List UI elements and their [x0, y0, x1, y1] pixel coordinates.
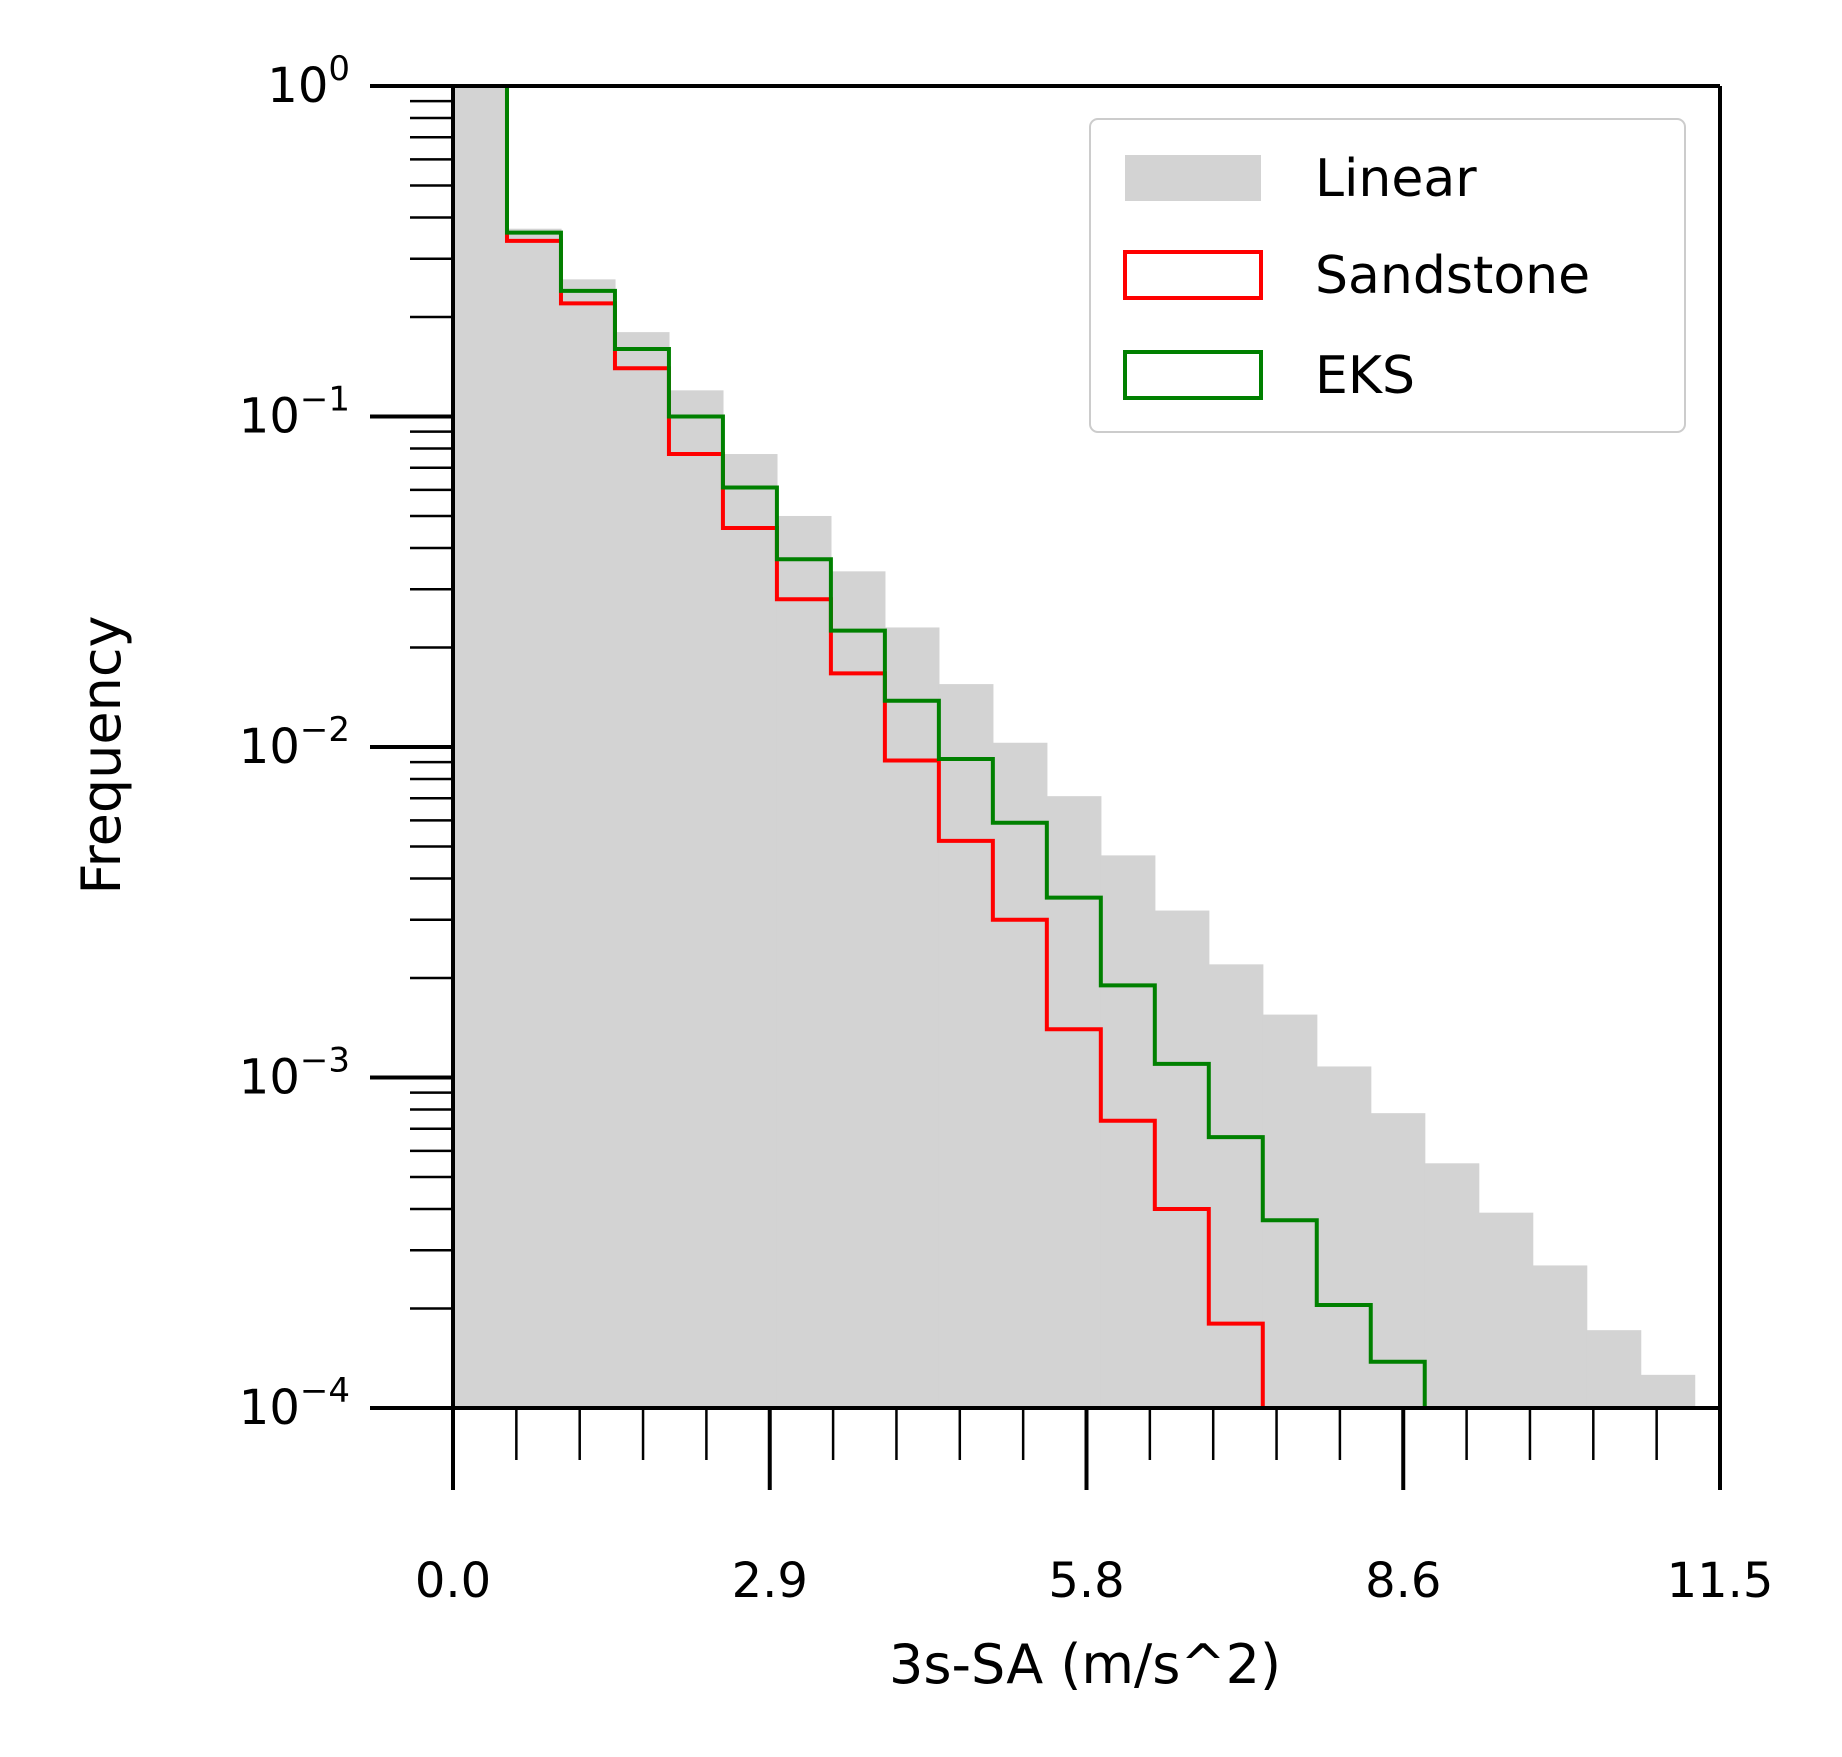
y-tick-label: 10−1	[239, 380, 350, 445]
linear-bar	[884, 627, 940, 1408]
y-tick-label: 100	[267, 49, 350, 114]
linear-bar	[506, 228, 562, 1408]
linear-bar	[1424, 1163, 1480, 1408]
linear-bar	[1532, 1265, 1588, 1408]
linear-bar	[1316, 1066, 1372, 1408]
legend-swatch-linear	[1125, 155, 1261, 201]
x-tick-label: 8.6	[1365, 1553, 1441, 1609]
step-lines	[451, 84, 1427, 1408]
legend-swatch-eks	[1123, 350, 1263, 400]
linear-bar	[614, 332, 670, 1408]
legend-label-sandstone: Sandstone	[1315, 246, 1590, 306]
linear-bar	[830, 571, 886, 1408]
linear-bar	[1262, 1014, 1318, 1408]
linear-bar	[1370, 1113, 1426, 1408]
legend-label-linear: Linear	[1315, 149, 1477, 209]
linear-bar	[722, 454, 778, 1409]
linear-bar	[668, 390, 724, 1409]
linear-bar	[1046, 796, 1102, 1408]
linear-bar	[1640, 1374, 1696, 1408]
linear-bar	[1586, 1330, 1642, 1408]
x-tick-label: 0.0	[415, 1553, 491, 1609]
eks-step-line	[451, 84, 1427, 1408]
axis-ticks	[370, 84, 1722, 1490]
linear-bar	[1478, 1212, 1534, 1408]
linear-bar	[453, 86, 508, 1408]
legend: Linear Sandstone EKS	[1089, 118, 1686, 433]
linear-bars	[453, 86, 1696, 1409]
linear-bar	[992, 742, 1048, 1408]
linear-bar	[1154, 910, 1210, 1408]
y-tick-label: 10−4	[239, 1371, 350, 1436]
y-tick-label: 10−3	[239, 1041, 350, 1106]
plot-frame	[370, 84, 1722, 1490]
y-tick-label: 10−2	[239, 710, 350, 775]
y-axis-label: Frequency	[70, 616, 133, 895]
x-tick-label: 5.8	[1048, 1553, 1124, 1609]
linear-bar	[938, 684, 994, 1408]
x-tick-label: 2.9	[732, 1553, 808, 1609]
linear-bar	[776, 515, 832, 1408]
x-axis-label: 3s-SA (m/s^2)	[889, 1633, 1281, 1696]
legend-label-eks: EKS	[1315, 346, 1415, 406]
linear-bar	[560, 279, 616, 1408]
linear-bar	[1100, 855, 1156, 1408]
linear-bar	[1208, 964, 1264, 1408]
x-tick-label: 11.5	[1667, 1553, 1774, 1609]
legend-swatch-sandstone	[1123, 250, 1263, 300]
tick-labels: 100 10−1 10−2 10−3 10−4 0.0 2.9 5.8 8.6 11.5	[239, 49, 1774, 1609]
sandstone-step-line	[451, 84, 1265, 1408]
